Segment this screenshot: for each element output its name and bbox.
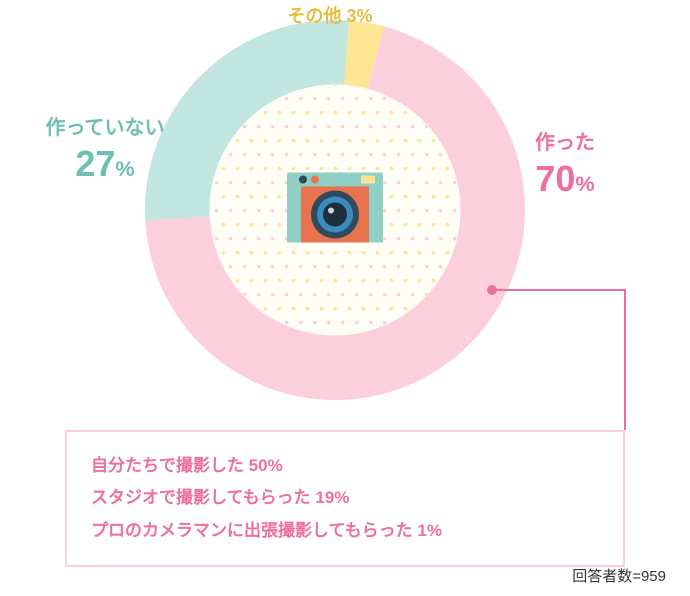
breakdown-item: 自分たちで撮影した 50% <box>91 450 599 482</box>
label-made-value: 70% <box>490 156 640 203</box>
donut-chart <box>145 20 525 400</box>
label-notmade-value: 27% <box>10 141 200 188</box>
breakdown-item: プロのカメラマンに出張撮影してもらった 1% <box>91 515 599 547</box>
label-other-text: その他 3% <box>230 5 430 28</box>
label-other: その他 3% <box>230 5 430 28</box>
breakdown-box: 自分たちで撮影した 50% スタジオで撮影してもらった 19% プロのカメラマン… <box>65 430 625 567</box>
label-made: 作った 70% <box>490 130 640 203</box>
label-notmade: 作っていない 27% <box>10 115 200 188</box>
label-made-text: 作った <box>490 130 640 156</box>
breakdown-item: スタジオで撮影してもらった 19% <box>91 482 599 514</box>
footer-respondents: 回答者数=959 <box>572 565 666 586</box>
camera-icon <box>287 173 383 248</box>
label-notmade-text: 作っていない <box>10 115 200 141</box>
